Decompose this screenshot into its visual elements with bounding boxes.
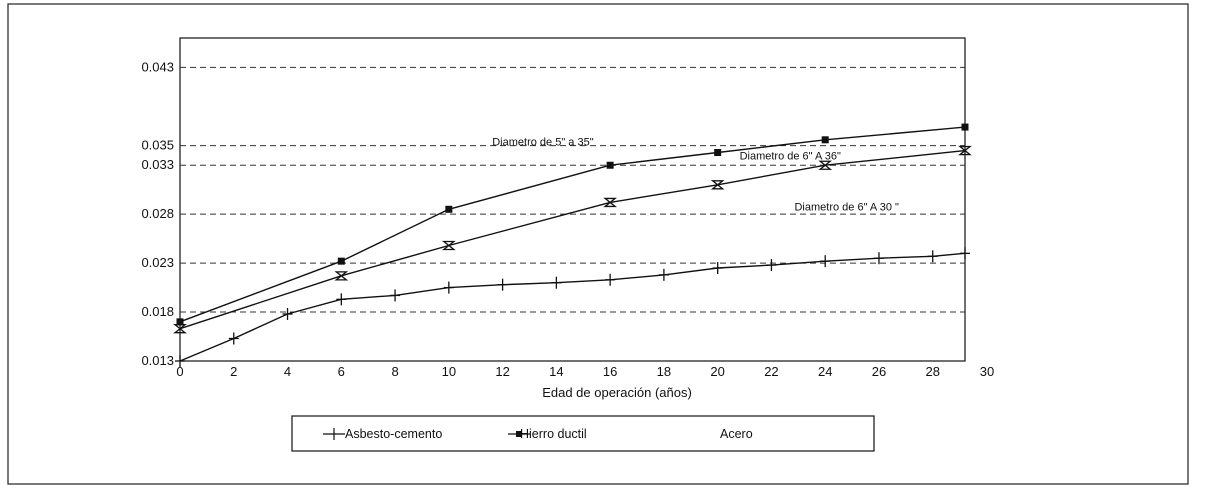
y-tick-label: 0.043 <box>141 59 174 74</box>
data-point <box>927 250 938 263</box>
y-tick-label: 0.035 <box>141 138 174 153</box>
data-point <box>497 278 508 291</box>
x-tick-label: 0 <box>176 364 183 379</box>
data-point <box>712 262 723 275</box>
y-tick-label: 0.018 <box>141 304 174 319</box>
data-point <box>766 259 777 272</box>
data-point <box>228 332 239 345</box>
series-layer <box>173 123 972 367</box>
data-point <box>445 205 453 213</box>
series-3 <box>173 145 972 334</box>
data-point <box>551 276 562 289</box>
y-tick-label: 0.033 <box>141 157 174 172</box>
outer-frame <box>7 3 1189 485</box>
data-point <box>605 273 616 286</box>
legend-box <box>291 415 875 452</box>
x-tick-label: 16 <box>603 364 617 379</box>
data-point <box>441 240 456 251</box>
data-point <box>336 293 347 306</box>
curve-label-1: Diametro de 5" a 35" <box>492 137 593 149</box>
data-point <box>710 180 725 190</box>
legend-label-asbesto: Asbesto-cemento <box>345 427 442 441</box>
legend-item-hierro: Hierro ductil <box>508 427 587 441</box>
x-tick-label: 26 <box>872 364 886 379</box>
legend: Asbesto-cemento Hierro ductil Acero <box>291 415 875 452</box>
x-tick-label: 4 <box>284 364 291 379</box>
data-point <box>337 257 345 265</box>
curve-label-2: Diametro de 6" A 36" <box>740 150 841 162</box>
legend-item-asbesto: Asbesto-cemento <box>323 427 442 441</box>
data-point <box>176 318 184 326</box>
legend-label-hierro: Hierro ductil <box>520 427 587 441</box>
data-point <box>603 197 617 208</box>
legend-label-acero: Acero <box>720 427 753 441</box>
x-tick-label: 12 <box>495 364 509 379</box>
data-point <box>443 281 454 294</box>
x-tick-label: 20 <box>710 364 724 379</box>
y-tick-label: 0.013 <box>141 353 174 368</box>
x-tick-label: 8 <box>391 364 398 379</box>
data-point <box>821 136 829 144</box>
series-1 <box>175 247 970 367</box>
y-tick-label: 0.028 <box>141 206 174 221</box>
data-point <box>175 355 185 367</box>
grid-lines <box>180 66 965 313</box>
y-axis: 0.013 0.018 0.023 0.028 0.033 0.035 0.043 <box>141 59 174 368</box>
x-tick-label: 18 <box>657 364 671 379</box>
plot-area <box>179 37 966 362</box>
annotations-layer: Diametro de 5" a 35" Diametro de 6" A 36"… <box>492 137 899 214</box>
y-tick-label: 0.023 <box>141 255 174 270</box>
x-tick-label: 10 <box>442 364 456 379</box>
x-tick-label: 28 <box>926 364 940 379</box>
series-line <box>179 126 966 323</box>
x-tick-label: 6 <box>338 364 345 379</box>
series-2 <box>176 123 969 326</box>
data-point <box>606 161 614 169</box>
x-tick-label: 24 <box>818 364 832 379</box>
curve-label-3: Diametro de 6" A 30 " <box>794 201 899 213</box>
data-point <box>873 252 884 265</box>
data-point <box>818 160 833 170</box>
square-marker-icon <box>516 431 522 437</box>
x-tick-label: 30 <box>980 364 994 379</box>
series-line <box>179 149 966 330</box>
data-point <box>960 247 970 260</box>
data-point <box>820 255 831 268</box>
x-tick-label: 2 <box>230 364 237 379</box>
legend-item-acero: Acero <box>720 427 753 441</box>
data-point <box>961 123 969 131</box>
series-line <box>179 252 966 362</box>
data-point <box>334 271 349 281</box>
data-point <box>173 324 187 334</box>
x-tick-label: 14 <box>549 364 563 379</box>
data-point <box>714 149 722 157</box>
data-point <box>958 145 972 156</box>
x-axis: 0 2 4 6 8 10 12 14 16 18 20 22 24 26 28 30 <box>176 364 994 379</box>
x-tick-label: 22 <box>764 364 778 379</box>
data-point <box>390 289 401 302</box>
data-point <box>658 268 669 281</box>
data-point <box>282 308 293 321</box>
x-axis-title: Edad de operación (años) <box>542 385 692 400</box>
